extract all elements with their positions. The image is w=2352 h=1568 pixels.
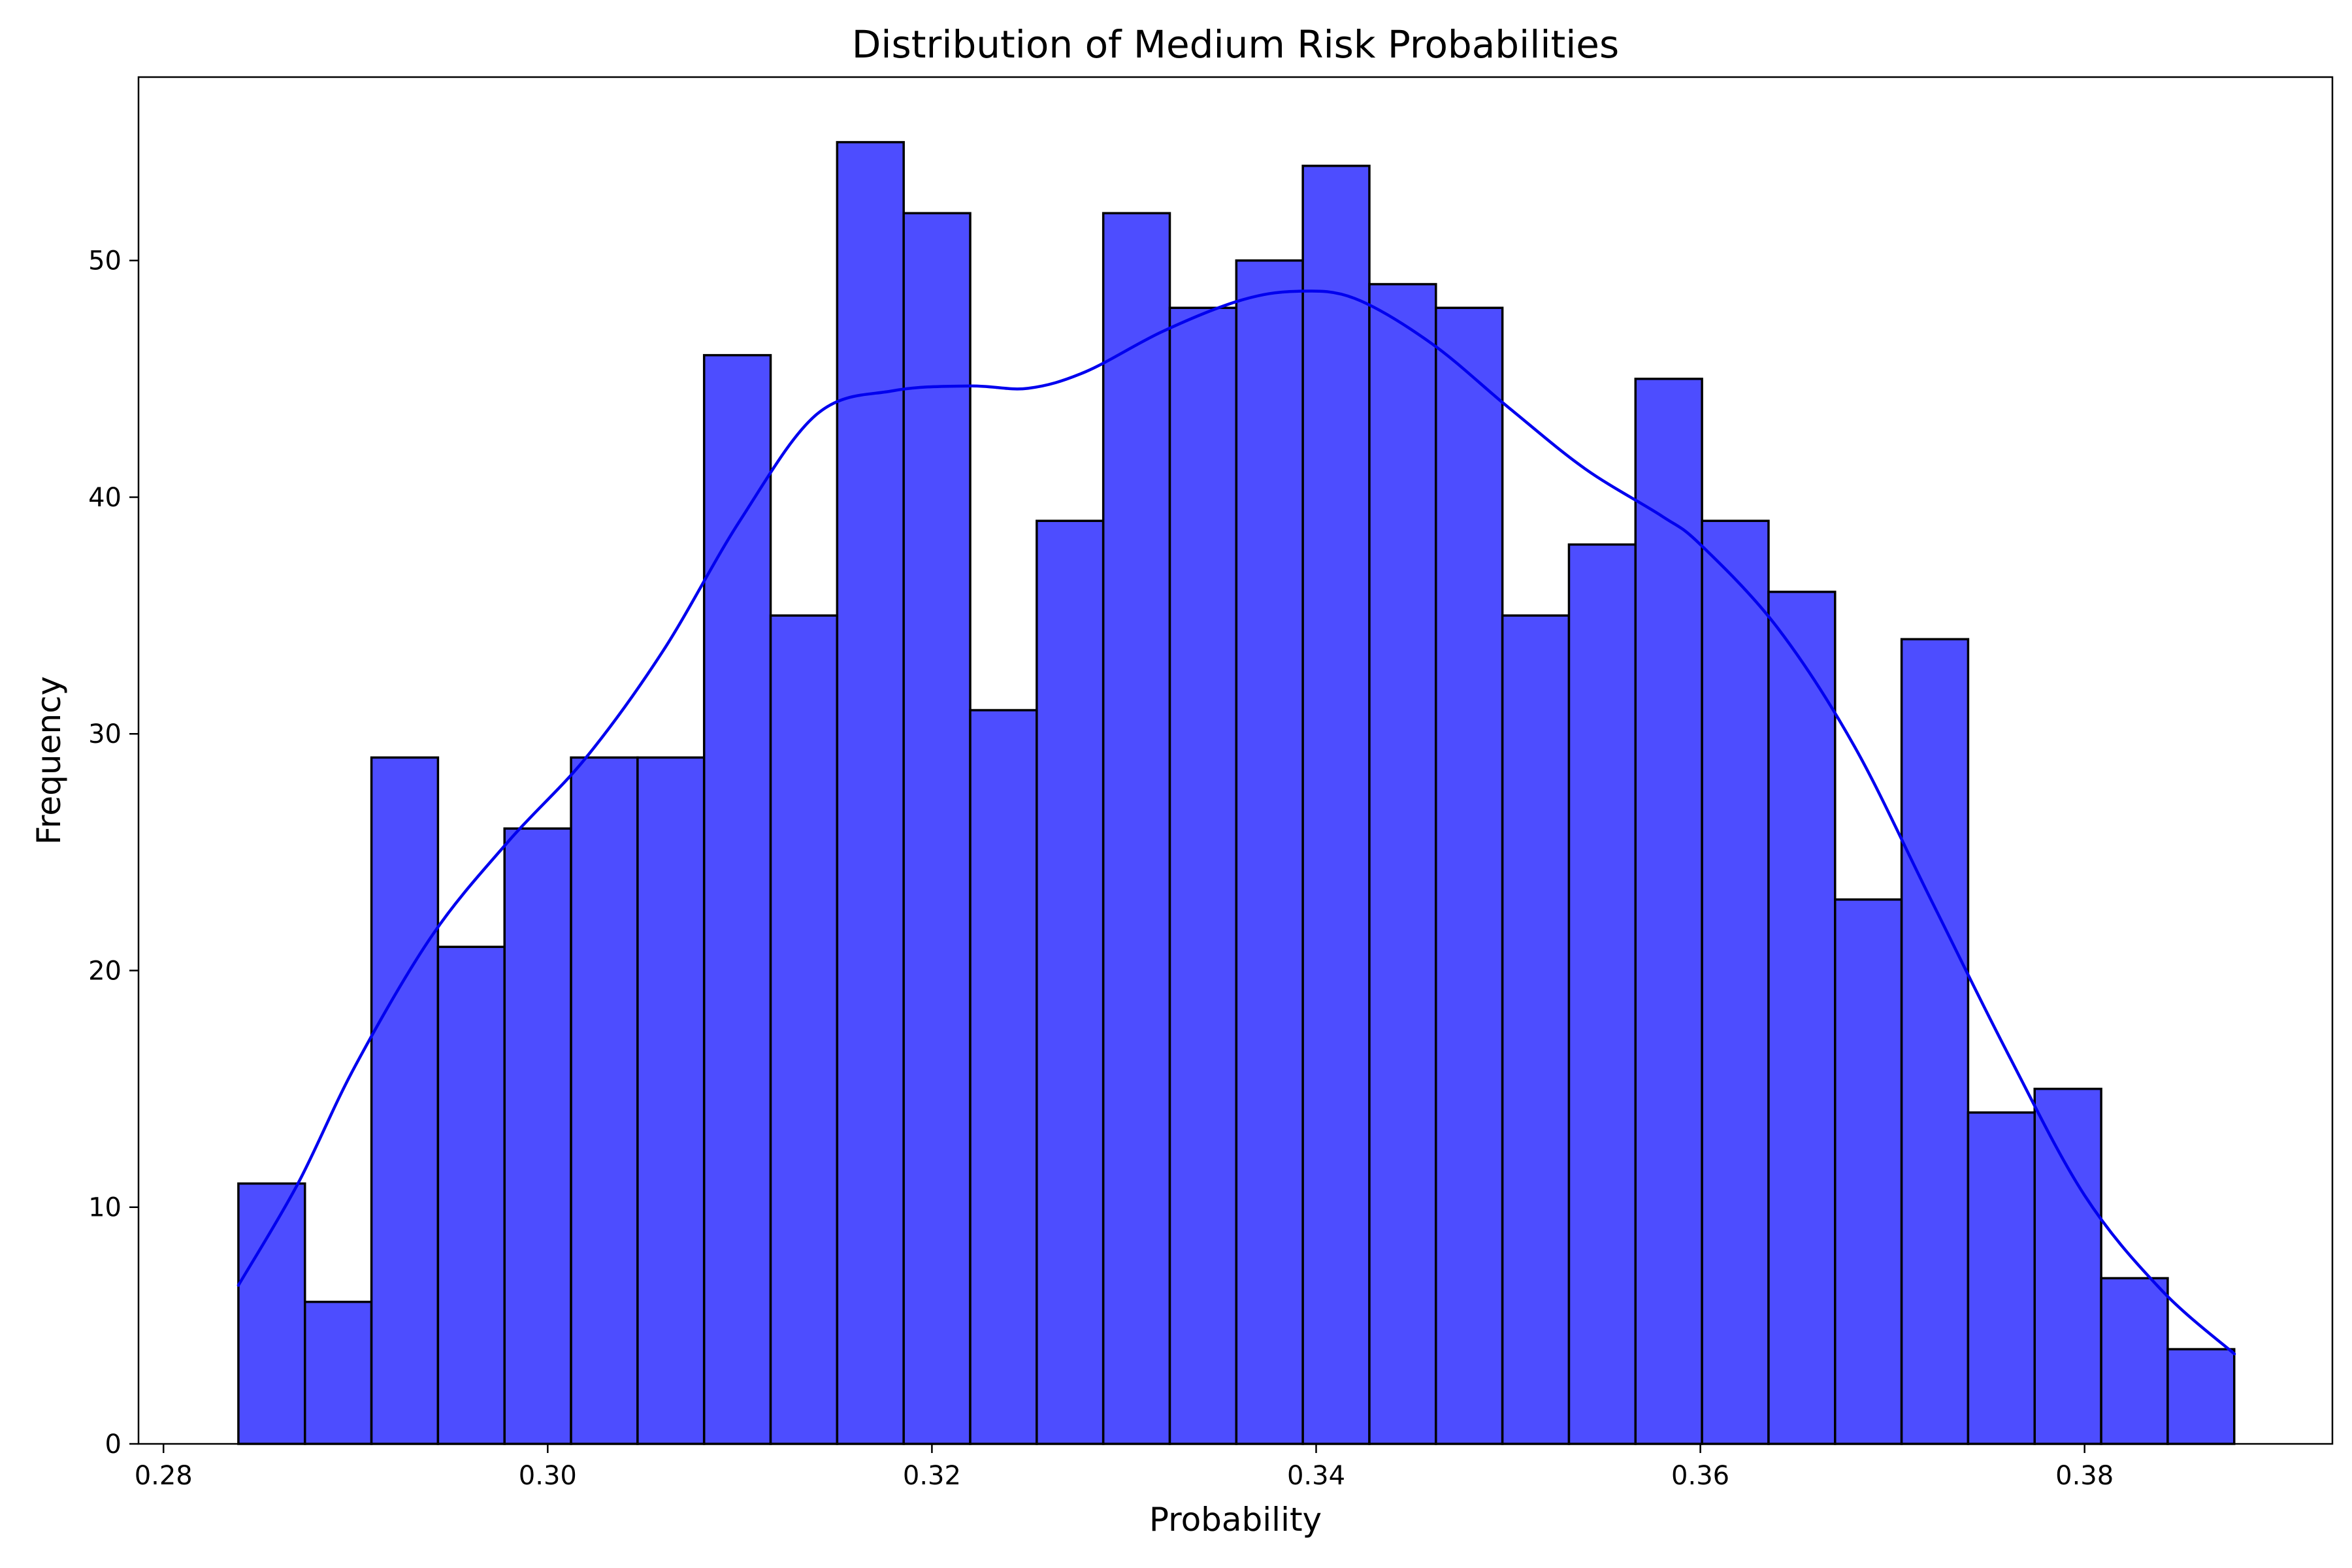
x-tick-label: 0.28 — [135, 1461, 193, 1491]
histogram-bar — [1435, 306, 1504, 1445]
x-tick-label: 0.32 — [903, 1461, 961, 1491]
histogram-bar — [1900, 638, 1970, 1445]
y-axis-label: Frequency — [30, 676, 68, 845]
histogram-bar — [237, 1182, 306, 1445]
x-tick-label: 0.34 — [1287, 1461, 1345, 1491]
histogram-bar — [902, 212, 972, 1445]
histogram-bar — [969, 709, 1038, 1445]
histogram-bar — [503, 827, 572, 1445]
y-tick-label: 40 — [88, 483, 122, 513]
bars-group — [237, 140, 2236, 1445]
histogram-bar — [436, 945, 506, 1445]
y-tick-label: 20 — [88, 956, 122, 986]
histogram-bar — [836, 140, 905, 1445]
histogram-bar — [1102, 212, 1171, 1445]
y-tick-label: 50 — [88, 246, 122, 276]
y-tick-label: 30 — [88, 719, 122, 749]
x-tick-label: 0.30 — [519, 1461, 577, 1491]
histogram-bar — [1767, 591, 1837, 1445]
histogram-bar — [1301, 165, 1371, 1445]
histogram-bar — [1235, 259, 1304, 1445]
x-axis-label: Probability — [1149, 1501, 1322, 1539]
x-tick-label: 0.38 — [2055, 1461, 2114, 1491]
histogram-bar — [1967, 1111, 2036, 1445]
histogram-bar — [636, 756, 706, 1445]
histogram-bar — [702, 353, 772, 1445]
histogram-bar — [1168, 306, 1238, 1445]
y-tick-label: 10 — [88, 1193, 122, 1223]
y-axis-ticks: 0 10 20 30 40 50 — [88, 246, 139, 1460]
x-axis-ticks: 0.28 0.30 0.32 0.34 0.36 0.38 — [135, 1444, 2114, 1491]
histogram-bar — [2033, 1087, 2102, 1445]
histogram-bar — [370, 756, 440, 1445]
histogram-bar — [1368, 283, 1437, 1445]
histogram-bar — [2100, 1277, 2169, 1445]
chart-title: Distribution of Medium Risk Probabilitie… — [852, 22, 1619, 67]
histogram-bar — [1567, 543, 1637, 1445]
x-tick-label: 0.36 — [1671, 1461, 1729, 1491]
kde-curve — [237, 289, 2236, 1356]
histogram-bar — [1634, 378, 1703, 1445]
y-tick-label: 0 — [105, 1429, 122, 1460]
histogram-bar — [1501, 614, 1571, 1445]
histogram-bar — [303, 1300, 373, 1445]
histogram-bar — [1701, 519, 1770, 1445]
plot-frame — [137, 76, 2334, 1445]
histogram-bar — [1036, 519, 1105, 1445]
histogram-bar — [2166, 1348, 2236, 1445]
histogram-bar — [1834, 898, 1903, 1445]
histogram-bar — [570, 756, 639, 1445]
histogram-bar — [769, 614, 839, 1445]
